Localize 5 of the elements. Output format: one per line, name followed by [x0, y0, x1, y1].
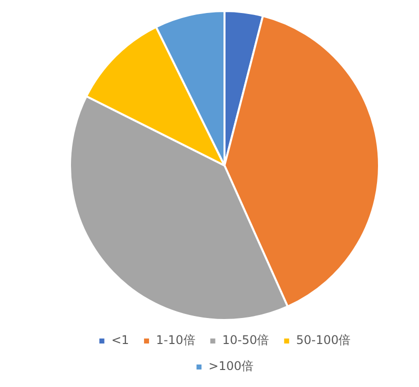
legend-label: >100倍 [208, 359, 254, 374]
legend-label: 10-50倍 [222, 333, 270, 348]
legend-label: <1 [111, 333, 130, 348]
legend-label: 1-10倍 [156, 333, 196, 348]
legend-label: 50-100倍 [296, 333, 351, 348]
